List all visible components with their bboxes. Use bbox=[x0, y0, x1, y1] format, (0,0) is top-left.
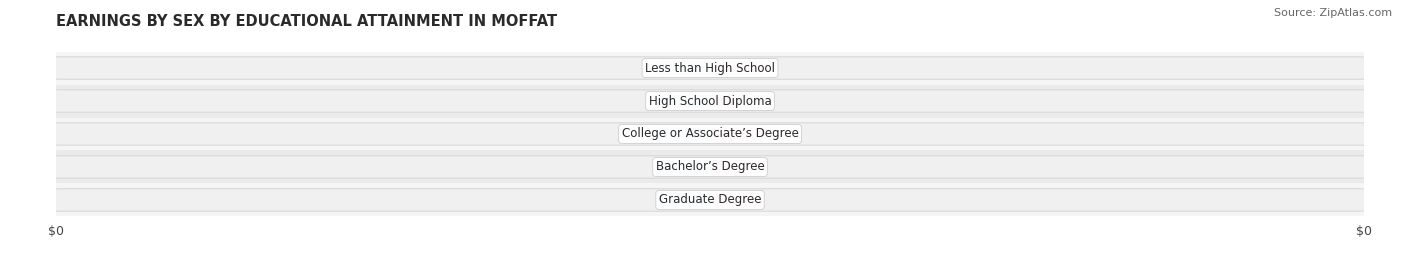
FancyBboxPatch shape bbox=[44, 57, 1376, 79]
Bar bbox=[710, 193, 762, 207]
Bar bbox=[710, 160, 762, 174]
Text: $0: $0 bbox=[676, 96, 692, 106]
Bar bbox=[658, 94, 710, 108]
FancyBboxPatch shape bbox=[56, 151, 1364, 184]
Bar bbox=[658, 160, 710, 174]
Text: $0: $0 bbox=[676, 129, 692, 139]
Text: $0: $0 bbox=[728, 195, 744, 205]
Bar bbox=[658, 127, 710, 141]
Bar bbox=[710, 127, 762, 141]
Text: $0: $0 bbox=[676, 63, 692, 73]
FancyBboxPatch shape bbox=[56, 84, 1364, 117]
Text: High School Diploma: High School Diploma bbox=[648, 95, 772, 107]
Bar bbox=[658, 193, 710, 207]
Text: Bachelor’s Degree: Bachelor’s Degree bbox=[655, 161, 765, 173]
FancyBboxPatch shape bbox=[44, 156, 1376, 178]
FancyBboxPatch shape bbox=[56, 117, 1364, 151]
FancyBboxPatch shape bbox=[44, 123, 1376, 145]
Text: $0: $0 bbox=[728, 162, 744, 172]
FancyBboxPatch shape bbox=[44, 189, 1376, 211]
Text: Graduate Degree: Graduate Degree bbox=[659, 193, 761, 206]
Text: $0: $0 bbox=[728, 129, 744, 139]
Bar bbox=[710, 61, 762, 75]
Text: $0: $0 bbox=[728, 96, 744, 106]
Text: $0: $0 bbox=[676, 162, 692, 172]
Text: EARNINGS BY SEX BY EDUCATIONAL ATTAINMENT IN MOFFAT: EARNINGS BY SEX BY EDUCATIONAL ATTAINMEN… bbox=[56, 14, 557, 29]
Text: Source: ZipAtlas.com: Source: ZipAtlas.com bbox=[1274, 8, 1392, 18]
Text: Less than High School: Less than High School bbox=[645, 62, 775, 75]
FancyBboxPatch shape bbox=[44, 90, 1376, 112]
Bar bbox=[710, 94, 762, 108]
Text: College or Associate’s Degree: College or Associate’s Degree bbox=[621, 128, 799, 140]
FancyBboxPatch shape bbox=[56, 51, 1364, 84]
FancyBboxPatch shape bbox=[56, 184, 1364, 217]
Text: $0: $0 bbox=[728, 63, 744, 73]
Text: $0: $0 bbox=[676, 195, 692, 205]
Bar bbox=[658, 61, 710, 75]
